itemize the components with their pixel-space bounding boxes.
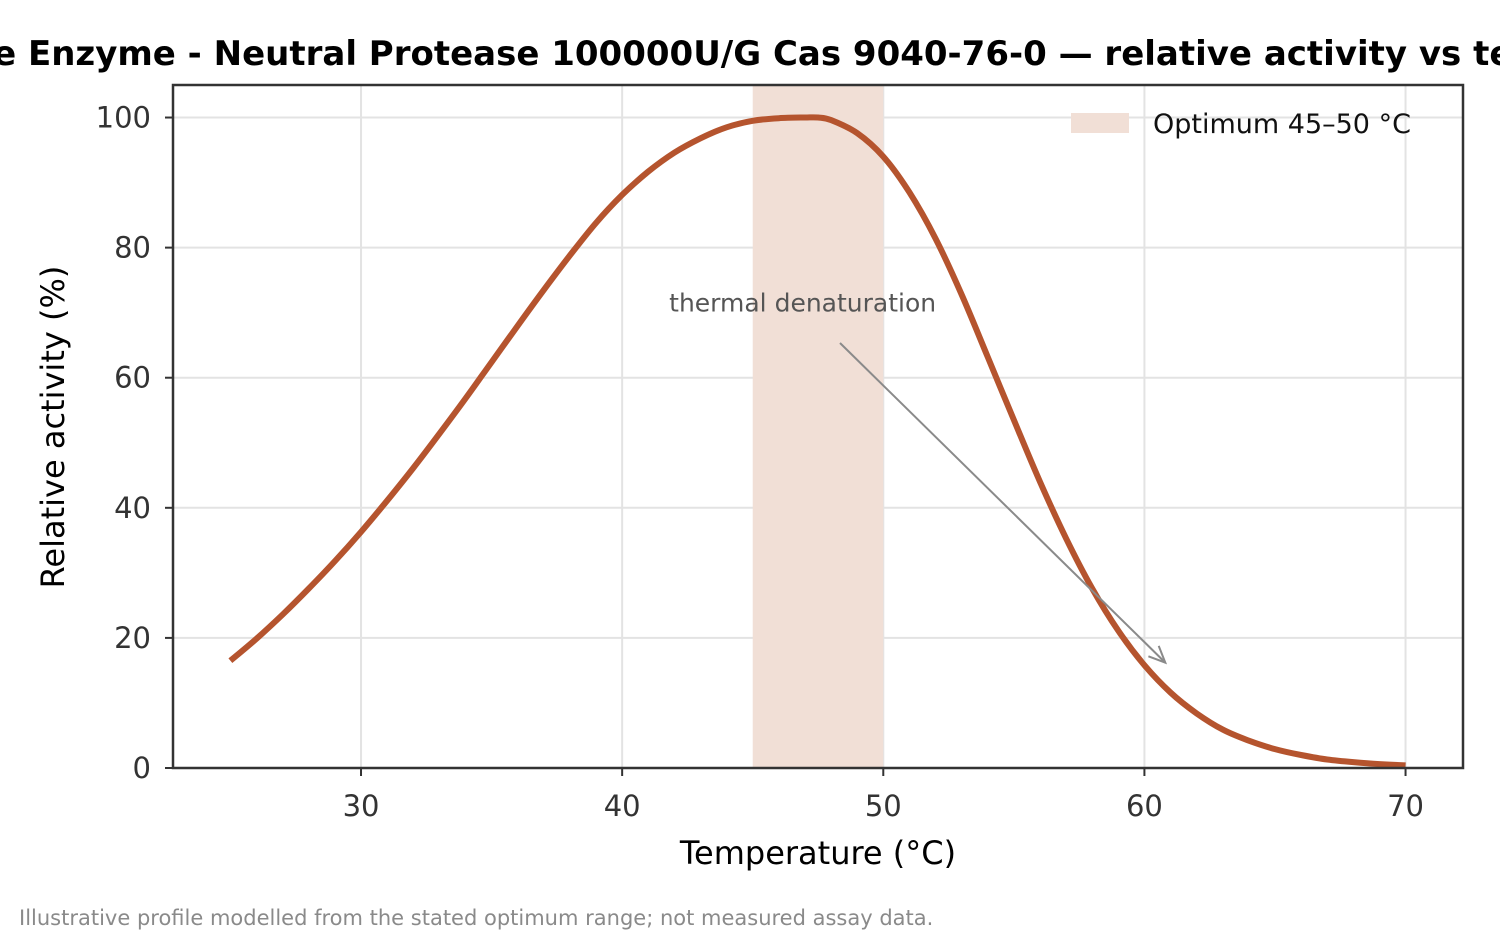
- y-tick-label: 0: [133, 751, 151, 785]
- y-tick-label: 100: [96, 101, 151, 135]
- axis-ticks: 30 40 50 60 70 0 20 40 60 80 100: [96, 101, 1424, 823]
- y-tick-label: 40: [114, 491, 151, 525]
- legend-label: Optimum 45–50 °C: [1153, 109, 1411, 140]
- x-tick-label: 60: [1126, 789, 1163, 823]
- optimum-band-layer: [752, 85, 884, 768]
- annotation-layer: thermal denaturation: [669, 288, 1168, 665]
- legend: Optimum 45–50 °C: [1071, 109, 1411, 140]
- annotation-arrow-line: [839, 342, 1167, 664]
- x-tick-label: 50: [865, 789, 902, 823]
- y-axis-label: Relative activity (%): [34, 266, 72, 589]
- y-tick-label: 60: [114, 361, 151, 395]
- chart-title: Hydrolysate Enzyme - Neutral Protease 10…: [0, 34, 1500, 74]
- y-tick-label: 20: [114, 621, 151, 655]
- activity-curve: [228, 114, 1406, 769]
- annotation-arrow-head: [1148, 645, 1168, 665]
- x-tick-label: 40: [604, 789, 641, 823]
- x-tick-label: 30: [343, 789, 380, 823]
- footnote: Illustrative profile modelled from the s…: [19, 906, 933, 930]
- plot-frame: [171, 83, 1465, 770]
- legend-swatch: [1071, 113, 1129, 133]
- series-layer: [228, 114, 1406, 769]
- optimum-band: [752, 85, 884, 768]
- x-axis-label: Temperature (°C): [679, 834, 956, 872]
- annotation-text: thermal denaturation: [669, 288, 936, 317]
- x-tick-label: 70: [1387, 789, 1424, 823]
- y-tick-label: 80: [114, 231, 151, 265]
